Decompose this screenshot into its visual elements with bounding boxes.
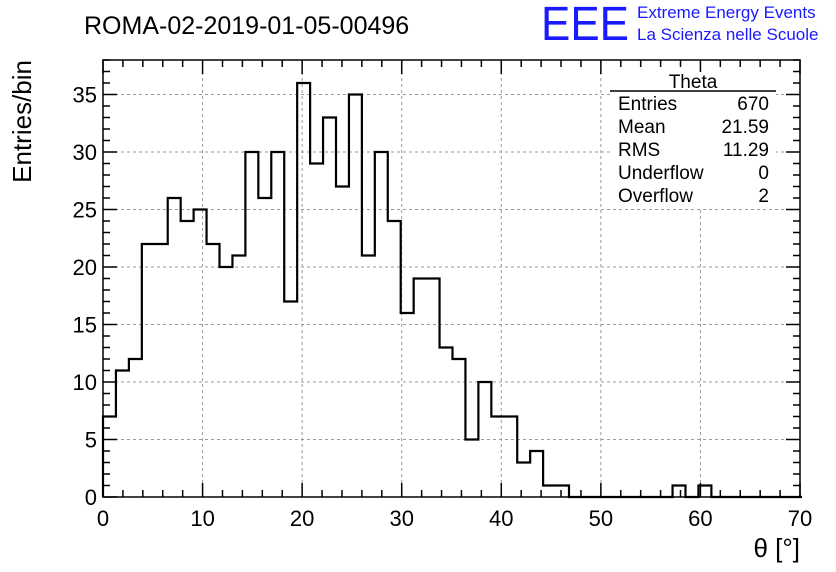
stats-title: Theta	[669, 72, 718, 93]
logo-line-2: La Scienza nelle Scuole	[637, 25, 818, 44]
histogram-bin	[556, 486, 569, 498]
stats-rows: Entries 670 Mean 21.59 RMS 11.29 Underflow 0 Ove…	[618, 94, 769, 207]
run-title: ROMA-02-2019-01-05-00496	[84, 12, 409, 40]
logo-line-1: Extreme Energy Events	[637, 3, 816, 22]
y-tick-labels: 0 5 10 15 20 25 30 35	[73, 83, 97, 511]
x-tick-label: 10	[190, 506, 214, 531]
histogram-bin	[388, 221, 401, 497]
x-tick-label: 30	[389, 506, 413, 531]
histogram-bin	[245, 152, 258, 497]
histogram-bin	[310, 164, 323, 498]
eee-logo: EEE Extreme Energy Events La Scienza nel…	[541, 0, 818, 51]
histogram-bin	[504, 417, 517, 498]
histogram-bin	[673, 486, 686, 498]
histogram-bin	[543, 486, 556, 498]
histogram-bin	[414, 279, 427, 498]
x-tick-label: 50	[589, 506, 613, 531]
histogram-bin	[297, 83, 310, 497]
stats-row-label: Entries	[618, 94, 677, 115]
stats-row-label: Underflow	[618, 163, 704, 184]
histogram-bin	[116, 371, 129, 498]
y-tick-label: 5	[85, 428, 97, 453]
histogram-bin	[129, 359, 142, 497]
y-tick-label: 35	[73, 83, 97, 108]
stats-row-value: 11.29	[723, 140, 769, 161]
histogram-bin	[284, 302, 297, 498]
x-tick-labels: 0 10 20 30 40 50 60 70	[97, 506, 812, 531]
stats-box: Theta Entries 670 Mean 21.59 RMS 11.29 Underfl…	[610, 72, 776, 208]
histogram-bin	[271, 152, 284, 497]
stats-row-label: RMS	[618, 140, 660, 161]
histogram-bin	[491, 417, 504, 498]
histogram-bin	[194, 210, 207, 498]
histogram-bin	[440, 348, 453, 498]
histogram-bin	[155, 244, 168, 497]
histogram-bin	[465, 440, 478, 498]
stats-row-value: 21.59	[721, 117, 769, 138]
stats-row-label: Overflow	[618, 186, 693, 207]
histogram-bin	[258, 198, 271, 497]
x-tick-label: 20	[290, 506, 314, 531]
histogram-bin	[219, 267, 232, 497]
stats-row-value: 670	[737, 94, 769, 115]
histogram-bin	[336, 187, 349, 498]
stats-row-label: Mean	[618, 117, 666, 138]
logo-mark: EEE	[541, 0, 629, 51]
stats-box-background	[610, 72, 776, 208]
y-tick-label: 20	[73, 255, 97, 280]
axis-ticks	[102, 59, 801, 498]
stats-row-value: 2	[758, 186, 769, 207]
stats-row-value: 0	[758, 163, 769, 184]
y-tick-label: 10	[73, 370, 97, 395]
y-tick-label: 25	[73, 198, 97, 223]
histogram-bin	[427, 279, 440, 498]
x-axis-title: θ [°]	[753, 533, 800, 563]
histogram-bin	[362, 256, 375, 498]
y-tick-label: 15	[73, 313, 97, 338]
x-tick-label: 0	[97, 506, 109, 531]
y-axis-title: Entries/bin	[7, 60, 37, 183]
x-tick-label: 70	[788, 506, 812, 531]
histogram-bin	[478, 382, 491, 497]
histogram-bin	[232, 256, 245, 498]
histogram-bin	[207, 244, 220, 497]
histogram-bin	[349, 95, 362, 498]
histogram-bin	[517, 463, 530, 498]
x-tick-label: 40	[489, 506, 513, 531]
histogram-bin	[375, 152, 388, 497]
histogram-bin	[401, 313, 414, 497]
histogram-bin	[452, 359, 465, 497]
x-tick-label: 60	[688, 506, 712, 531]
histogram-bin	[323, 118, 336, 498]
histogram-bin	[142, 244, 155, 497]
histogram-bin	[168, 198, 181, 497]
y-tick-label: 30	[73, 140, 97, 165]
y-tick-label: 0	[85, 485, 97, 510]
histogram-bin	[181, 221, 194, 497]
